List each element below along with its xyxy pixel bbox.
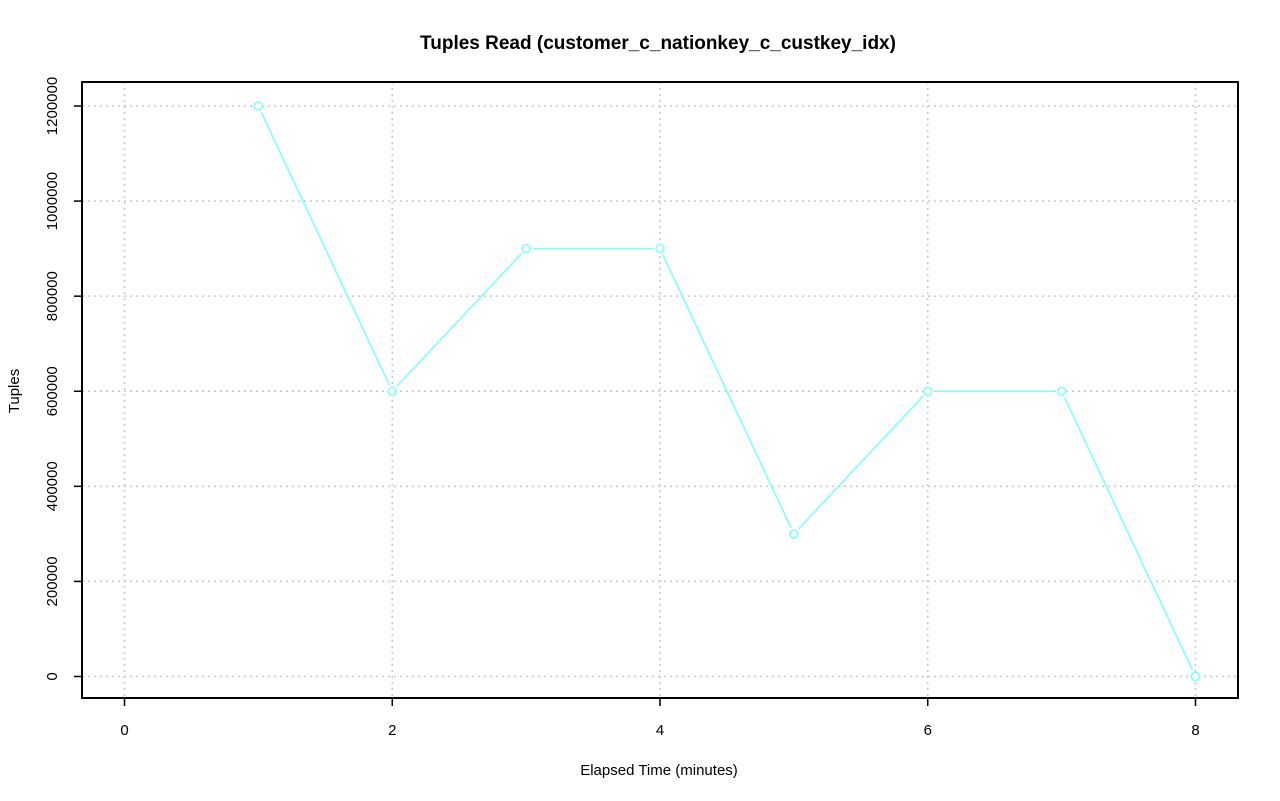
- data-point: [1056, 386, 1067, 397]
- series-layer: [253, 101, 1201, 682]
- data-point: [922, 386, 933, 397]
- y-tick-label: 1200000: [44, 77, 61, 135]
- series-line-segment: [260, 111, 391, 386]
- y-tick-label: 200000: [44, 556, 61, 606]
- x-tick-label: 2: [388, 722, 396, 739]
- y-tick-label: 400000: [44, 461, 61, 511]
- y-axis-label: Tuples: [6, 369, 23, 413]
- data-point: [521, 243, 531, 254]
- series-line-segment: [1063, 397, 1194, 671]
- x-axis: 0 2 4 6 8: [120, 698, 1200, 739]
- series-line-segment: [798, 395, 924, 530]
- x-tick-label: 8: [1191, 722, 1199, 739]
- y-tick-label: 600000: [44, 366, 61, 416]
- data-point: [387, 386, 398, 397]
- y-tick-label: 1000000: [44, 172, 61, 230]
- x-tick-label: 0: [120, 722, 128, 739]
- data-point: [655, 243, 665, 254]
- x-axis-label: Elapsed Time (minutes): [580, 762, 738, 779]
- series-line-segment: [662, 254, 792, 528]
- x-tick-label: 6: [924, 722, 932, 739]
- series-line-segment: [396, 253, 522, 387]
- x-tick-label: 4: [656, 722, 664, 739]
- y-axis: 0 200000 400000 600000 800000 1000000 1200000: [44, 77, 82, 681]
- y-tick-label: 0: [44, 672, 61, 680]
- data-point: [253, 101, 264, 111]
- y-tick-label: 800000: [44, 271, 61, 321]
- chart-title: Tuples Read (customer_c_nationkey_c_cust…: [420, 33, 896, 54]
- data-point: [1190, 671, 1201, 682]
- data-point: [789, 529, 799, 539]
